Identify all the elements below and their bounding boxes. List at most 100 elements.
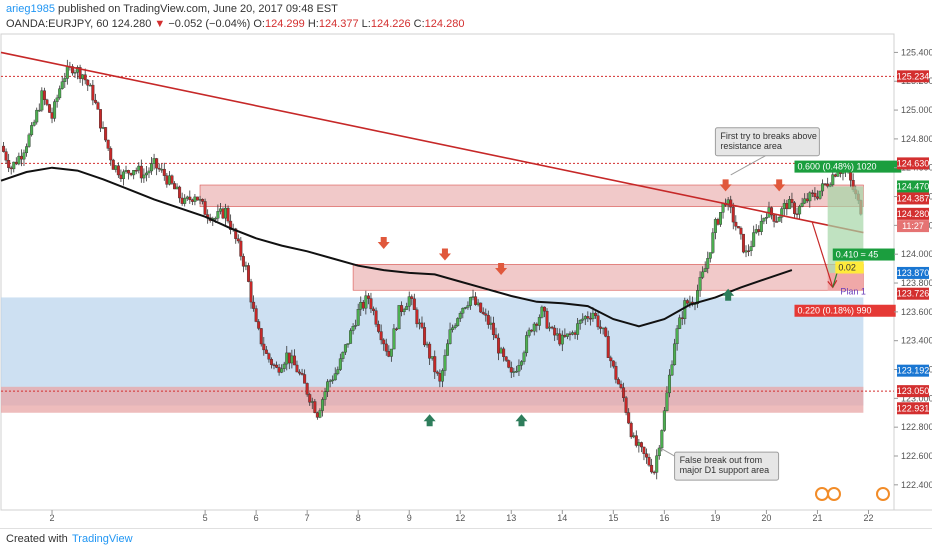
target-label-bg	[794, 160, 902, 173]
price-badge[interactable]	[897, 287, 929, 300]
candle-body	[548, 326, 552, 329]
candle-body	[747, 250, 751, 252]
x-tick-label: 7	[305, 513, 310, 523]
tradingview-brand-link[interactable]: TradingView	[72, 533, 133, 545]
stop-label: 0.220 (0.18%) 990	[797, 306, 871, 316]
candle-body	[351, 326, 355, 331]
candle-body	[60, 81, 64, 89]
candle-body	[42, 90, 46, 100]
candle-body	[170, 175, 174, 184]
resistance-zone[interactable]	[352, 263, 864, 291]
candle-body	[129, 172, 133, 176]
candle-body	[430, 356, 434, 359]
candle-body	[257, 321, 261, 329]
support-zone[interactable]	[1, 386, 864, 413]
price-badge[interactable]	[897, 70, 929, 83]
candle-body	[343, 344, 347, 353]
candle-body	[463, 307, 467, 309]
candle-body	[706, 258, 710, 269]
candle-body	[236, 238, 240, 242]
candle-body	[775, 221, 779, 223]
x-tick-label: 22	[863, 513, 873, 523]
candle-body	[800, 202, 804, 207]
candle-body	[514, 370, 518, 373]
candle-body	[609, 357, 613, 362]
candle-body	[683, 300, 687, 320]
candle-body	[481, 311, 485, 314]
candle-body	[670, 364, 674, 376]
stop-label-bg	[794, 304, 896, 317]
price-badge-label: 11:27	[902, 221, 924, 231]
candle-body	[267, 353, 271, 360]
alert-icon[interactable]	[876, 487, 890, 501]
candle-body	[711, 232, 715, 253]
candle-body	[374, 310, 378, 325]
author-link[interactable]: arieg1985	[6, 3, 55, 15]
alert-icon[interactable]	[815, 487, 829, 501]
price-badge[interactable]	[897, 402, 929, 415]
candle-body	[451, 327, 455, 330]
risk-reward-label-bg	[832, 248, 895, 261]
candle-body	[226, 207, 230, 222]
candle-body	[326, 381, 330, 392]
y-tick-label: 122.600	[901, 451, 932, 461]
candle-body	[377, 324, 381, 332]
quantity-label-bg	[835, 261, 864, 274]
price-badge[interactable]	[897, 364, 929, 377]
moving-average-line[interactable]	[0, 166, 793, 328]
candle-body	[512, 371, 516, 373]
candle-body	[798, 206, 802, 215]
candle-body	[305, 383, 309, 395]
annotation-pointer	[661, 448, 675, 457]
candle-body	[193, 196, 197, 202]
annotation-callout[interactable]	[674, 451, 780, 481]
resistance-zone[interactable]	[199, 184, 864, 207]
price-badge[interactable]	[897, 266, 929, 279]
y-tick-label: 122.800	[901, 422, 932, 432]
candle-body	[785, 203, 789, 210]
price-badge[interactable]	[897, 207, 929, 220]
candle-body	[696, 290, 700, 304]
candle-body	[586, 316, 590, 319]
price-badge[interactable]	[897, 220, 929, 233]
loss-zone[interactable]	[827, 272, 864, 291]
candle-body	[629, 422, 633, 438]
target-label: 0.600 (0.48%) 1020	[797, 162, 876, 172]
annotation-callout[interactable]	[714, 127, 820, 157]
price-badge[interactable]	[897, 385, 929, 398]
candle-body	[509, 367, 513, 373]
candle-body	[150, 163, 154, 172]
candle-body	[190, 199, 194, 202]
candle-body	[280, 368, 284, 373]
candle-body	[389, 348, 393, 357]
price-badge[interactable]	[897, 180, 929, 193]
candle-body	[650, 464, 654, 473]
candle-body	[19, 155, 23, 160]
candle-body	[262, 343, 266, 351]
l-label: L:	[361, 18, 371, 30]
price-badge[interactable]	[897, 192, 929, 205]
candle-body	[780, 208, 784, 218]
candle-body	[285, 352, 289, 365]
candle-body	[50, 112, 54, 119]
candle-body	[810, 192, 814, 194]
candle-body	[660, 430, 664, 449]
candle-body	[290, 355, 294, 364]
candle-body	[313, 401, 317, 413]
candle-body	[476, 302, 480, 305]
candle-body	[73, 72, 77, 74]
candle-body	[106, 139, 110, 149]
trendline[interactable]	[0, 51, 864, 234]
alert-icon[interactable]	[827, 487, 841, 501]
candle-body	[157, 167, 161, 170]
candle-body	[744, 250, 748, 253]
alert-icons[interactable]	[815, 487, 890, 501]
candle-body	[440, 370, 444, 382]
annotation-text: First try to breaks above	[720, 131, 817, 141]
price-badge[interactable]	[897, 157, 929, 170]
candle-body	[407, 296, 411, 307]
y-tick-label: 122.400	[901, 480, 932, 490]
c-label: C:	[413, 18, 425, 30]
candle-body	[35, 109, 39, 123]
